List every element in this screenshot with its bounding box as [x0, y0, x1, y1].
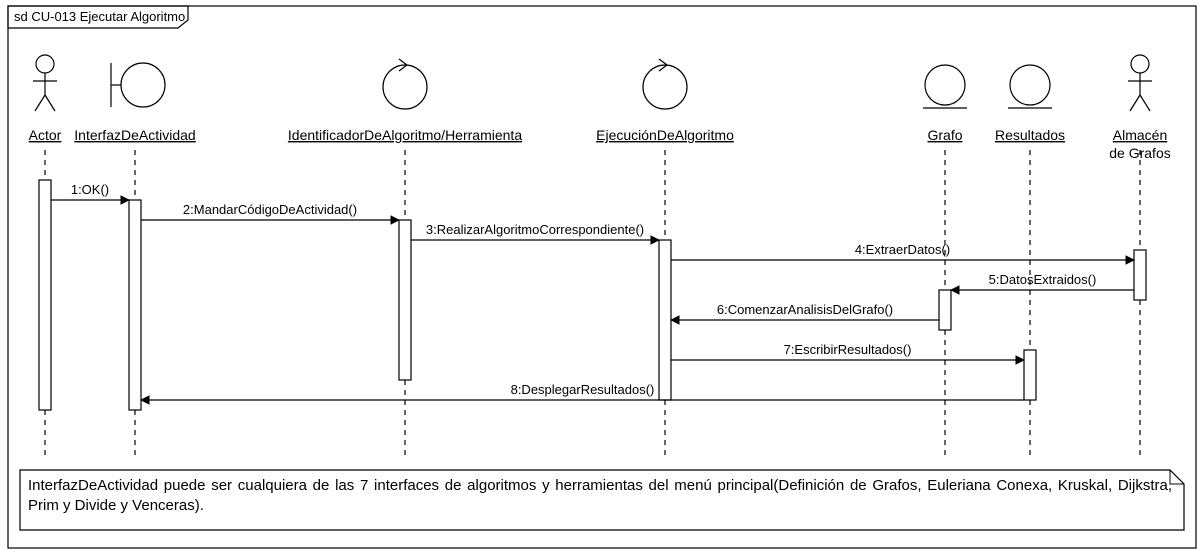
- message-label-5: 5:DatosExtraidos(): [989, 272, 1097, 287]
- participant-label-ident: IdentificadorDeAlgoritmo/Herramienta: [288, 127, 522, 143]
- note-text-container: InterfazDeActividad puede ser cualquiera…: [28, 476, 1172, 526]
- participant-actor: Actor: [29, 55, 62, 143]
- activation-grafo: grafo: [939, 290, 951, 330]
- note-text: InterfazDeActividad puede ser cualquiera…: [28, 476, 1172, 517]
- message-label-1: 1:OK(): [71, 182, 109, 197]
- activation-store: store: [1134, 250, 1146, 300]
- participant-ident: IdentificadorDeAlgoritmo/Herramienta: [288, 59, 522, 143]
- participant-iface: InterfazDeActividad: [74, 63, 195, 143]
- participant-label-grafo: Grafo: [927, 127, 962, 143]
- message-label-2: 2:MandarCódigoDeActividad(): [183, 202, 357, 217]
- activation-iface: iface: [129, 200, 141, 410]
- activation-actor: actor: [39, 180, 51, 410]
- frame-title: sd CU-013 Ejecutar Algoritmo: [14, 9, 185, 24]
- participant-label-iface: InterfazDeActividad: [74, 127, 195, 143]
- participant-label-store: Almacén: [1113, 127, 1167, 143]
- activation-res: res: [1024, 350, 1036, 400]
- participant-label-exec: EjecuciónDeAlgoritmo: [596, 127, 734, 143]
- message-label-7: 7:EscribirResultados(): [784, 342, 912, 357]
- activation-ident: ident: [399, 220, 411, 380]
- participant-label-res: Resultados: [995, 127, 1065, 143]
- participant-exec: EjecuciónDeAlgoritmo: [596, 59, 734, 143]
- message-label-8: 8:DesplegarResultados(): [511, 382, 655, 397]
- message-label-6: 6:ComenzarAnalisisDelGrafo(): [717, 302, 893, 317]
- participant-grafo: Grafo: [923, 65, 967, 143]
- activation-exec: exec: [659, 240, 671, 400]
- participant-label-actor: Actor: [29, 127, 62, 143]
- sequence-diagram: sd CU-013 Ejecutar Algoritmo Actor Interf…: [0, 0, 1204, 554]
- message-label-4: 4:ExtraerDatos(): [855, 242, 950, 257]
- participant-res: Resultados: [995, 65, 1065, 143]
- participant-store: Almacénde Grafos: [1109, 55, 1170, 161]
- message-label-3: 3:RealizarAlgoritmoCorrespondiente(): [426, 222, 644, 237]
